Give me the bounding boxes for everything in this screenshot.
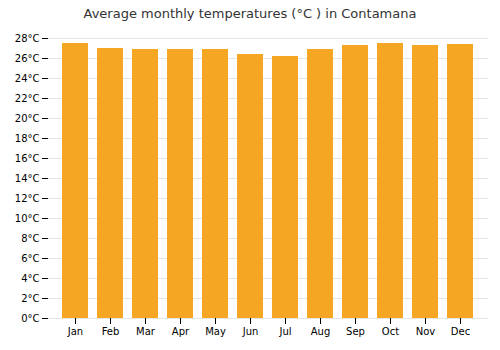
svg-text:10°C: 10°C: [15, 213, 40, 224]
svg-text:Nov: Nov: [416, 326, 436, 337]
svg-text:Mar: Mar: [136, 326, 156, 337]
svg-text:0°C: 0°C: [21, 313, 39, 324]
svg-text:20°C: 20°C: [15, 113, 40, 124]
svg-text:Dec: Dec: [451, 326, 470, 337]
html-text:Average monthly temperatures (: Average monthly temperatures (°C ) in Co…: [83, 6, 417, 21]
svg-text:May: May: [205, 326, 226, 337]
svg-text:Aug: Aug: [311, 326, 331, 337]
svg-text:2°C: 2°C: [21, 293, 39, 304]
svg-text:18°C: 18°C: [15, 133, 40, 144]
svg-text:22°C: 22°C: [15, 93, 40, 104]
svg-text:28°C: 28°C: [15, 33, 40, 44]
svg-text:Sep: Sep: [346, 326, 365, 337]
svg-text:6°C: 6°C: [21, 253, 39, 264]
svg-text:24°C: 24°C: [15, 73, 40, 84]
svg-text:12°C: 12°C: [15, 193, 40, 204]
svg-text:8°C: 8°C: [21, 233, 39, 244]
svg-text:Feb: Feb: [102, 326, 120, 337]
svg-text:Jun: Jun: [242, 326, 259, 337]
svg-text:Jan: Jan: [67, 326, 83, 337]
svg-text:Jul: Jul: [278, 326, 291, 337]
svg-text:4°C: 4°C: [21, 273, 39, 284]
svg-text:16°C: 16°C: [15, 153, 40, 164]
svg-text:Apr: Apr: [172, 326, 190, 337]
svg-text:26°C: 26°C: [15, 53, 40, 64]
svg-text:14°C: 14°C: [15, 173, 40, 184]
svg-text:Oct: Oct: [382, 326, 399, 337]
